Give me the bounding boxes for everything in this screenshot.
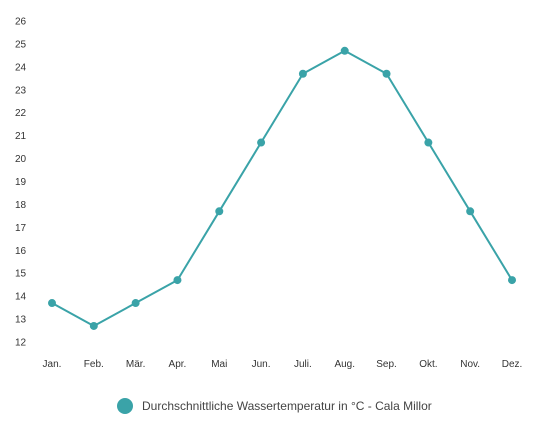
legend[interactable]: Durchschnittliche Wassertemperatur in °C… <box>117 396 432 416</box>
data-point <box>131 299 140 308</box>
x-tick-label: Sep. <box>376 359 397 370</box>
y-tick-label: 12 <box>15 338 27 349</box>
x-tick-label: Apr. <box>169 359 187 370</box>
y-tick-label: 18 <box>15 200 27 211</box>
legend-swatch <box>117 398 133 414</box>
data-point <box>257 138 266 147</box>
y-tick-label: 19 <box>15 177 27 188</box>
x-tick-label: Feb. <box>84 359 104 370</box>
y-tick-label: 23 <box>15 85 27 96</box>
x-tick-label: Mär. <box>126 359 145 370</box>
y-tick-label: 22 <box>15 108 27 119</box>
x-tick-label: Okt. <box>419 359 437 370</box>
data-point <box>382 69 391 78</box>
data-point <box>173 276 182 285</box>
series-line <box>51 49 513 327</box>
y-tick-label: 26 <box>15 17 27 28</box>
y-tick-label: 13 <box>15 315 27 326</box>
y-tick-label: 15 <box>15 269 27 280</box>
data-point <box>508 276 516 285</box>
data-point <box>298 69 307 78</box>
data-point <box>215 207 224 216</box>
x-tick-label: Juli. <box>294 359 312 370</box>
data-point <box>340 46 349 55</box>
x-tick-label: Aug. <box>334 359 355 370</box>
y-tick-label: 20 <box>15 154 27 165</box>
y-tick-label: 17 <box>15 223 27 234</box>
data-point <box>48 299 56 308</box>
y-tick-label: 24 <box>15 62 27 73</box>
x-tick-label: Dez. <box>502 359 523 370</box>
legend-label: Durchschnittliche Wassertemperatur in °C… <box>142 399 432 413</box>
y-tick-label: 16 <box>15 246 27 257</box>
y-tick-label: 21 <box>15 131 27 142</box>
x-tick-label: Mai <box>211 359 227 370</box>
x-tick-label: Jan. <box>43 359 62 370</box>
y-tick-label: 14 <box>15 292 27 303</box>
data-point <box>89 321 98 330</box>
y-tick-label: 25 <box>15 39 27 50</box>
x-tick-label: Nov. <box>460 359 480 370</box>
data-point <box>424 138 433 147</box>
data-point <box>466 207 475 216</box>
x-tick-label: Jun. <box>252 359 271 370</box>
